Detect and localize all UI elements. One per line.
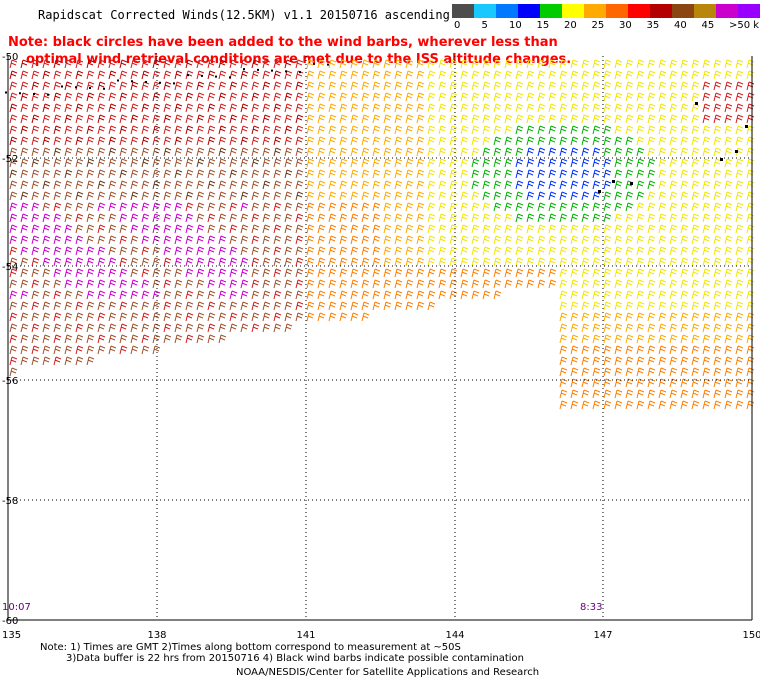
lon-label-0: 135 [2,630,21,641]
legend-swatch-4 [540,4,562,18]
lat-label-1: -52 [2,154,18,165]
legend-swatch-12 [716,4,738,18]
legend-label-7: 35 [646,20,660,31]
wind-barb-group-7 [515,147,612,201]
wind-barb-group-3 [427,59,755,311]
axis-labels: -50 -52 -54 -56 -58 -60 135 138 141 144 147 150 10:0… [2,52,760,641]
legend-label-2: 10 [509,20,522,31]
wind-barb-group-1 [9,59,304,146]
legend-swatch-3 [518,4,540,18]
lat-label-5: -60 [2,616,18,627]
wind-barb-group-6 [9,147,304,201]
legend-label-0: 0 [454,20,461,31]
legend-label-8: 40 [674,20,687,31]
wind-barb-group-2 [306,59,755,344]
legend-swatch-0 [452,4,474,18]
legend-label-10: >50 knots [729,20,760,31]
time-label-right: 8:33 [580,602,602,613]
lat-label-4: -58 [2,496,18,507]
legend-label-6: 30 [619,20,632,31]
lat-label-0: -50 [2,52,18,63]
wind-barb-group-4 [471,125,656,223]
map-grid [7,56,753,621]
legend-swatch-8 [628,4,650,18]
wind-barb-group-9 [306,202,755,410]
legend-labels: 0 5 10 15 20 25 30 35 40 45 >50 knots [452,18,760,32]
wind-barb-group-0 [9,59,755,366]
wind-barb-group-8 [9,202,249,300]
legend-swatch-6 [584,4,606,18]
altitude-note: Note: black circles have been added to t… [8,34,571,68]
legend-label-9: 45 [701,20,715,31]
legend-swatch-11 [694,4,716,18]
wind-speed-legend: 0 5 10 15 20 25 30 35 40 45 >50 knots [452,4,760,32]
legend-label-1: 5 [481,20,488,31]
lat-label-3: -56 [2,376,18,387]
legend-swatch-5 [562,4,584,18]
map-title: Rapidscat Corrected Winds(12.5KM) v1.1 2… [38,8,450,22]
lon-label-2: 141 [296,630,315,641]
legend-swatch-13 [738,4,760,18]
legend-label-5: 25 [591,20,605,31]
lat-label-2: -54 [2,262,18,273]
time-label-left: 10:07 [2,602,31,613]
legend-swatch-10 [672,4,694,18]
footer-credit: NOAA/NESDIS/Center for Satellite Applica… [236,667,540,678]
wind-barb-group-5 [9,147,304,377]
lon-label-5: 150 [742,630,760,641]
lon-label-1: 138 [147,630,166,641]
wind-barbs [5,59,755,410]
legend-label-3: 15 [536,20,550,31]
note-line-2: optimal wind retrieval conditions are me… [26,52,572,67]
legend-swatch-7 [606,4,628,18]
footer-note-2: 3)Data buffer is 22 hrs from 20150716 4)… [66,653,524,664]
legend-swatch-9 [650,4,672,18]
legend-swatch-2 [496,4,518,18]
legend-color-bar [452,4,760,18]
lon-label-4: 147 [593,630,612,641]
legend-label-4: 20 [564,20,577,31]
lon-label-3: 144 [445,630,464,641]
footer-note-1: Note: 1) Times are GMT 2)Times along bot… [40,642,461,653]
legend-swatch-1 [474,4,496,18]
note-line-1: Note: black circles have been added to t… [8,35,558,50]
